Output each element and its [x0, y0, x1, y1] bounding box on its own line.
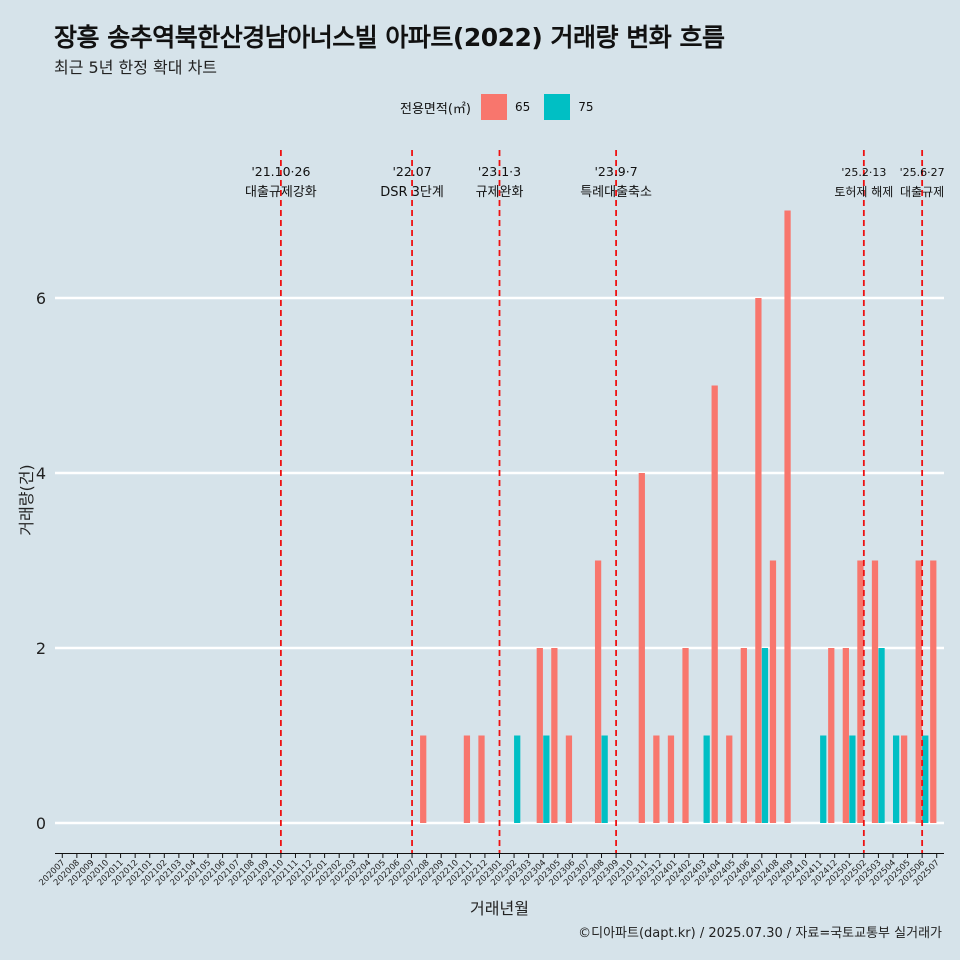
event-date-202301: '23.1·3 [478, 164, 521, 179]
bar-65-202404 [711, 385, 718, 823]
bar-75-202501 [849, 735, 856, 823]
bar-65-202212 [478, 735, 485, 823]
bar-65-202505 [901, 735, 908, 823]
bar-65-202506 [915, 560, 922, 823]
y-tick-label-2: 2 [36, 639, 46, 658]
chart-title: 장흥 송추역북한산경남아너스빌 아파트(2022) 거래량 변화 흐름 [54, 23, 725, 52]
bar-65-202208 [420, 735, 427, 823]
bar-75-202503 [878, 648, 885, 823]
event-label-202502: 토허제 해제 [834, 185, 893, 199]
bar-65-202305 [551, 648, 558, 823]
bar-75-202403 [703, 735, 710, 823]
bar-65-202402 [682, 648, 689, 823]
bar-75-202411 [820, 735, 827, 823]
bar-75-202302 [514, 735, 521, 823]
source-caption: ©디아파트(dapt.kr) / 2025.07.30 / 자료=국토교통부 실… [578, 926, 942, 941]
legend-key-65 [480, 94, 507, 120]
bar-65-202304 [536, 648, 543, 823]
bar-65-202409 [784, 210, 791, 823]
bar-65-202407 [755, 298, 762, 823]
event-label-202301: 규제완화 [476, 185, 524, 200]
event-date-202207: '22.07 [392, 164, 431, 179]
bar-65-202312 [653, 735, 660, 823]
bar-75-202407 [761, 648, 769, 823]
y-tick-label-6: 6 [36, 289, 46, 308]
bar-65-202501 [842, 648, 849, 823]
legend-label-75: 75 [578, 100, 594, 114]
bar-65-202503 [871, 560, 879, 823]
bar-75-202506 [922, 735, 929, 823]
bar-65-202308 [594, 560, 602, 823]
event-date-202502: '25.2·13 [841, 166, 886, 179]
event-label-202506: 대출규제 [900, 185, 944, 199]
legend: 전용면적(㎡) 65 75 [400, 93, 608, 121]
chart-subtitle: 최근 5년 한정 확대 차트 [54, 58, 218, 77]
event-date-202110: '21.10·26 [251, 164, 310, 179]
bar-65-202502 [857, 560, 864, 823]
bar-65-202406 [740, 648, 747, 823]
y-tick-label-4: 4 [36, 464, 46, 483]
y-tick-label-0: 0 [36, 814, 46, 833]
bar-65-202408 [769, 560, 777, 823]
bar-75-202504 [892, 735, 900, 823]
event-label-202110: 대출규제강화 [245, 185, 317, 200]
event-label-202309: 특례대출축소 [580, 185, 652, 200]
legend-title: 전용면적(㎡) [400, 101, 471, 117]
y-axis-title: 거래량(건) [17, 464, 36, 535]
bar-65-202405 [726, 735, 733, 823]
event-date-202309: '23.9·7 [594, 164, 637, 179]
event-label-202207: DSR 3단계 [380, 185, 444, 200]
bar-65-202507 [930, 560, 937, 823]
bar-65-202401 [667, 735, 675, 823]
bar-65-202412 [828, 648, 835, 823]
legend-label-65: 65 [514, 100, 531, 114]
bar-65-202306 [565, 735, 573, 823]
bar-75-202304 [543, 735, 550, 823]
bar-75-202308 [601, 735, 608, 823]
event-date-202506: '25.6·27 [900, 166, 945, 179]
legend-key-75 [544, 94, 571, 120]
bar-65-202211 [463, 735, 471, 823]
x-axis-title: 거래년월 [470, 899, 529, 918]
bar-65-202311 [638, 473, 645, 823]
